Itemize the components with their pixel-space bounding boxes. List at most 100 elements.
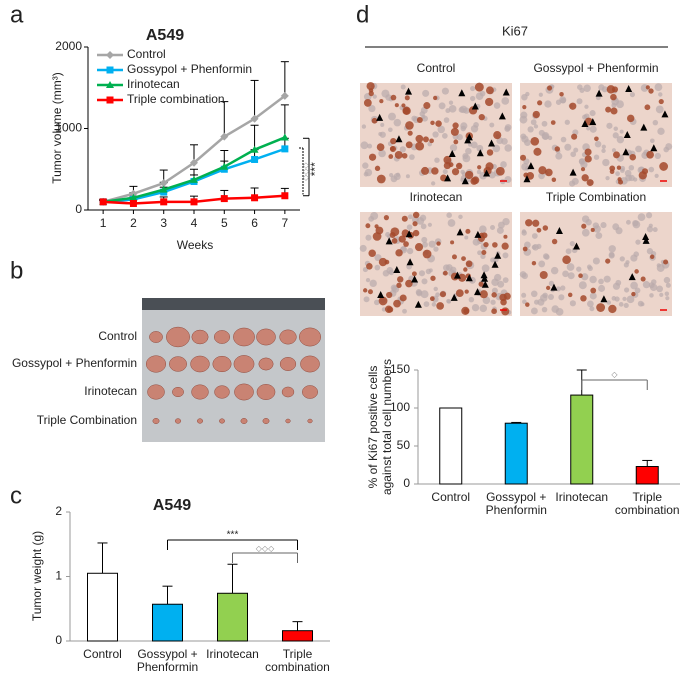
row-label: Control xyxy=(98,329,137,343)
nucleus xyxy=(465,228,471,234)
nucleus xyxy=(456,134,463,141)
nucleus xyxy=(521,292,527,298)
nucleus xyxy=(578,281,587,290)
arrowhead xyxy=(491,260,499,268)
nucleus xyxy=(465,147,472,155)
x-tick-label: Phenformin xyxy=(486,503,547,517)
nucleus xyxy=(501,307,510,316)
tumor xyxy=(196,418,204,424)
nucleus xyxy=(433,286,438,292)
x-tick-label: Irinotecan xyxy=(555,490,608,504)
arrowhead xyxy=(483,169,491,177)
nucleus xyxy=(539,270,548,280)
nucleus xyxy=(442,133,448,139)
nucleus xyxy=(362,162,369,169)
tumor xyxy=(212,355,232,373)
nucleus xyxy=(393,118,402,127)
annotation: *** xyxy=(227,530,239,541)
nucleus xyxy=(396,282,402,288)
nucleus xyxy=(555,99,562,105)
marker xyxy=(190,198,198,206)
nucleus xyxy=(638,171,647,180)
legend-label: Control xyxy=(127,47,166,61)
nucleus xyxy=(388,154,394,159)
nucleus xyxy=(646,150,654,159)
nucleus xyxy=(589,275,597,284)
tumor xyxy=(166,326,190,348)
nucleus xyxy=(504,175,512,184)
nucleus xyxy=(439,291,447,298)
nucleus xyxy=(363,288,368,293)
y-tick-label: 0 xyxy=(75,202,82,216)
nucleus xyxy=(632,219,639,227)
nucleus xyxy=(443,117,450,123)
nucleus xyxy=(472,238,480,246)
tumor xyxy=(299,327,321,347)
tumor xyxy=(256,384,276,400)
row-label: Gossypol + Phenformin xyxy=(12,356,137,370)
nucleus xyxy=(541,120,548,127)
nucleus xyxy=(370,211,379,220)
chart-title: A549 xyxy=(153,497,191,514)
arrowhead xyxy=(622,148,630,156)
nucleus xyxy=(521,230,527,236)
row-label: Triple Combination xyxy=(37,413,137,427)
nucleus xyxy=(598,278,604,285)
nucleus xyxy=(573,147,579,153)
nucleus xyxy=(530,307,538,315)
nucleus xyxy=(569,241,575,247)
nucleus xyxy=(452,122,459,129)
x-tick-label: Gossypol + xyxy=(486,490,546,504)
nucleus xyxy=(450,127,459,136)
nucleus xyxy=(475,92,484,101)
nucleus xyxy=(598,284,606,292)
nucleus xyxy=(415,134,424,143)
nucleus xyxy=(565,248,572,255)
nucleus xyxy=(445,108,451,114)
nucleus xyxy=(504,125,511,132)
nucleus xyxy=(415,289,423,296)
tumor xyxy=(149,331,163,343)
nucleus xyxy=(423,301,430,308)
nucleus xyxy=(612,282,621,290)
nucleus xyxy=(497,280,505,288)
nucleus xyxy=(654,173,659,179)
nucleus xyxy=(576,266,582,272)
nucleus xyxy=(663,276,671,284)
nucleus xyxy=(411,115,417,122)
nucleus xyxy=(586,264,592,270)
panel-letter: d xyxy=(356,1,369,28)
tumor xyxy=(213,330,231,344)
nucleus xyxy=(493,273,502,282)
ki67-title: Ki67 xyxy=(502,23,528,38)
nucleus xyxy=(362,267,368,273)
legend-marker xyxy=(106,96,114,104)
nucleus xyxy=(421,114,426,119)
nucleus xyxy=(379,131,386,138)
nucleus xyxy=(659,162,669,171)
nucleus xyxy=(371,117,378,124)
nucleus xyxy=(644,104,651,111)
nucleus xyxy=(603,275,611,283)
nucleus xyxy=(562,270,569,278)
nucleus xyxy=(378,149,386,158)
nucleus xyxy=(374,165,381,172)
nucleus xyxy=(583,113,590,120)
tumor xyxy=(258,357,274,371)
nucleus xyxy=(458,106,465,113)
nucleus xyxy=(530,290,538,298)
nucleus xyxy=(562,255,571,265)
nucleus xyxy=(393,299,401,308)
bar xyxy=(152,603,183,642)
nucleus xyxy=(367,143,373,149)
arrowhead xyxy=(481,280,489,288)
tumor xyxy=(214,385,230,399)
nucleus xyxy=(400,84,406,90)
nucleus xyxy=(422,136,429,143)
nucleus xyxy=(365,223,371,229)
nucleus xyxy=(538,92,543,97)
nucleus xyxy=(519,115,528,124)
y-tick-label: 2 xyxy=(55,504,62,518)
x-tick-label: Irinotecan xyxy=(206,647,259,661)
nucleus xyxy=(402,107,410,115)
